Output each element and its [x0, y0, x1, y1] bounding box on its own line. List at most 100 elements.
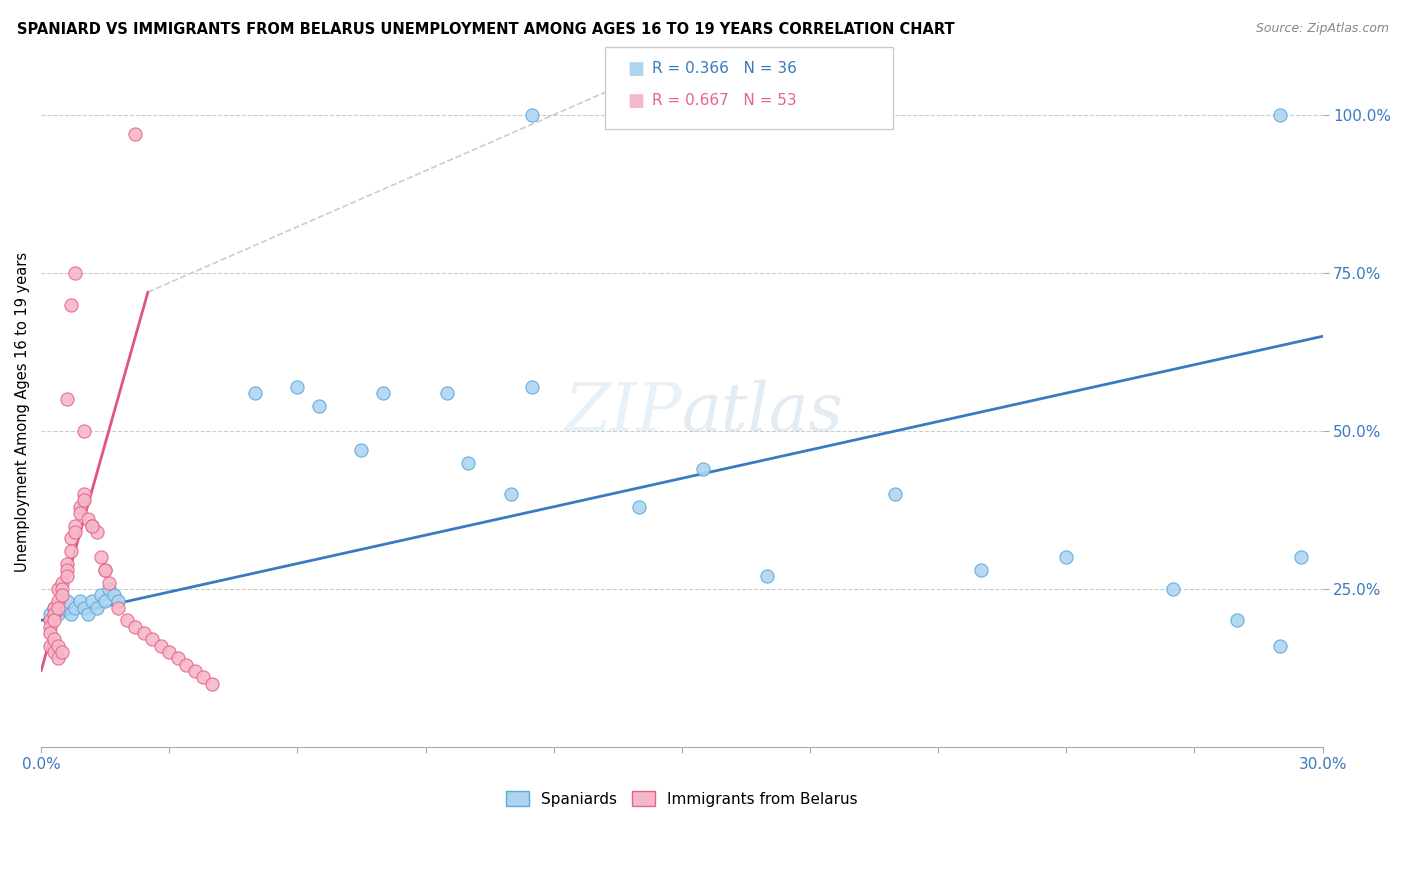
Point — [107, 594, 129, 608]
Point — [149, 639, 172, 653]
Point — [82, 594, 104, 608]
Point — [38, 626, 60, 640]
Point — [1289, 550, 1312, 565]
Point — [42, 632, 65, 647]
Point — [46, 600, 69, 615]
Point — [60, 607, 83, 621]
Point — [55, 594, 77, 608]
Text: SPANIARD VS IMMIGRANTS FROM BELARUS UNEMPLOYMENT AMONG AGES 16 TO 19 YEARS CORRE: SPANIARD VS IMMIGRANTS FROM BELARUS UNEM… — [17, 22, 955, 37]
Point — [42, 600, 65, 615]
Point — [55, 392, 77, 407]
Point — [692, 462, 714, 476]
Point — [499, 487, 522, 501]
Point — [60, 298, 83, 312]
Legend: Spaniards, Immigrants from Belarus: Spaniards, Immigrants from Belarus — [499, 784, 865, 813]
Point — [46, 639, 69, 653]
Point — [77, 607, 100, 621]
Point — [166, 651, 188, 665]
Point — [38, 607, 60, 621]
Point — [141, 632, 163, 647]
Point — [38, 613, 60, 627]
Point — [38, 639, 60, 653]
Point — [1268, 639, 1291, 653]
Point — [457, 456, 479, 470]
Point — [193, 670, 215, 684]
Point — [46, 607, 69, 621]
Point — [94, 563, 117, 577]
Point — [65, 518, 87, 533]
Point — [970, 563, 993, 577]
Point — [103, 588, 125, 602]
Point — [55, 563, 77, 577]
Point — [201, 676, 224, 690]
Text: ZIP: ZIP — [564, 379, 682, 445]
Text: ■: ■ — [627, 60, 644, 78]
Point — [157, 645, 180, 659]
Point — [38, 620, 60, 634]
Point — [73, 424, 96, 438]
Point — [436, 386, 458, 401]
Point — [42, 613, 65, 627]
Point — [51, 582, 73, 596]
Point — [90, 550, 112, 565]
Point — [107, 600, 129, 615]
Point — [51, 600, 73, 615]
Text: Source: ZipAtlas.com: Source: ZipAtlas.com — [1256, 22, 1389, 36]
Point — [69, 594, 91, 608]
Point — [176, 657, 198, 672]
Point — [371, 386, 394, 401]
Point — [55, 569, 77, 583]
Text: R = 0.366   N = 36: R = 0.366 N = 36 — [652, 62, 797, 76]
Point — [184, 664, 207, 678]
Point — [42, 607, 65, 621]
Point — [308, 399, 330, 413]
Point — [1161, 582, 1184, 596]
Point — [60, 544, 83, 558]
Point — [46, 594, 69, 608]
Point — [51, 588, 73, 602]
Point — [60, 531, 83, 545]
Point — [522, 108, 544, 122]
Point — [73, 493, 96, 508]
Point — [350, 442, 373, 457]
Point — [884, 487, 907, 501]
Point — [94, 563, 117, 577]
Point — [55, 557, 77, 571]
Point — [82, 518, 104, 533]
Point — [46, 651, 69, 665]
Point — [86, 600, 108, 615]
Point — [124, 128, 146, 142]
Point — [73, 600, 96, 615]
Point — [1226, 613, 1249, 627]
Point — [46, 582, 69, 596]
Point — [69, 506, 91, 520]
Point — [51, 575, 73, 590]
Point — [77, 512, 100, 526]
Point — [69, 500, 91, 514]
Point — [65, 600, 87, 615]
Point — [1268, 108, 1291, 122]
Point — [51, 645, 73, 659]
Point — [1054, 550, 1077, 565]
Point — [756, 569, 779, 583]
Point — [98, 575, 121, 590]
Point — [132, 626, 155, 640]
Point — [287, 380, 309, 394]
Point — [115, 613, 138, 627]
Y-axis label: Unemployment Among Ages 16 to 19 years: Unemployment Among Ages 16 to 19 years — [15, 252, 30, 572]
Text: R = 0.667   N = 53: R = 0.667 N = 53 — [652, 94, 797, 108]
Point — [65, 524, 87, 539]
Point — [98, 582, 121, 596]
Point — [628, 500, 651, 514]
Point — [42, 600, 65, 615]
Text: atlas: atlas — [682, 379, 844, 445]
Text: ■: ■ — [627, 92, 644, 110]
Point — [82, 518, 104, 533]
Point — [124, 620, 146, 634]
Point — [94, 594, 117, 608]
Point — [522, 380, 544, 394]
Point — [73, 487, 96, 501]
Point — [243, 386, 266, 401]
Point — [42, 645, 65, 659]
Point — [65, 266, 87, 280]
